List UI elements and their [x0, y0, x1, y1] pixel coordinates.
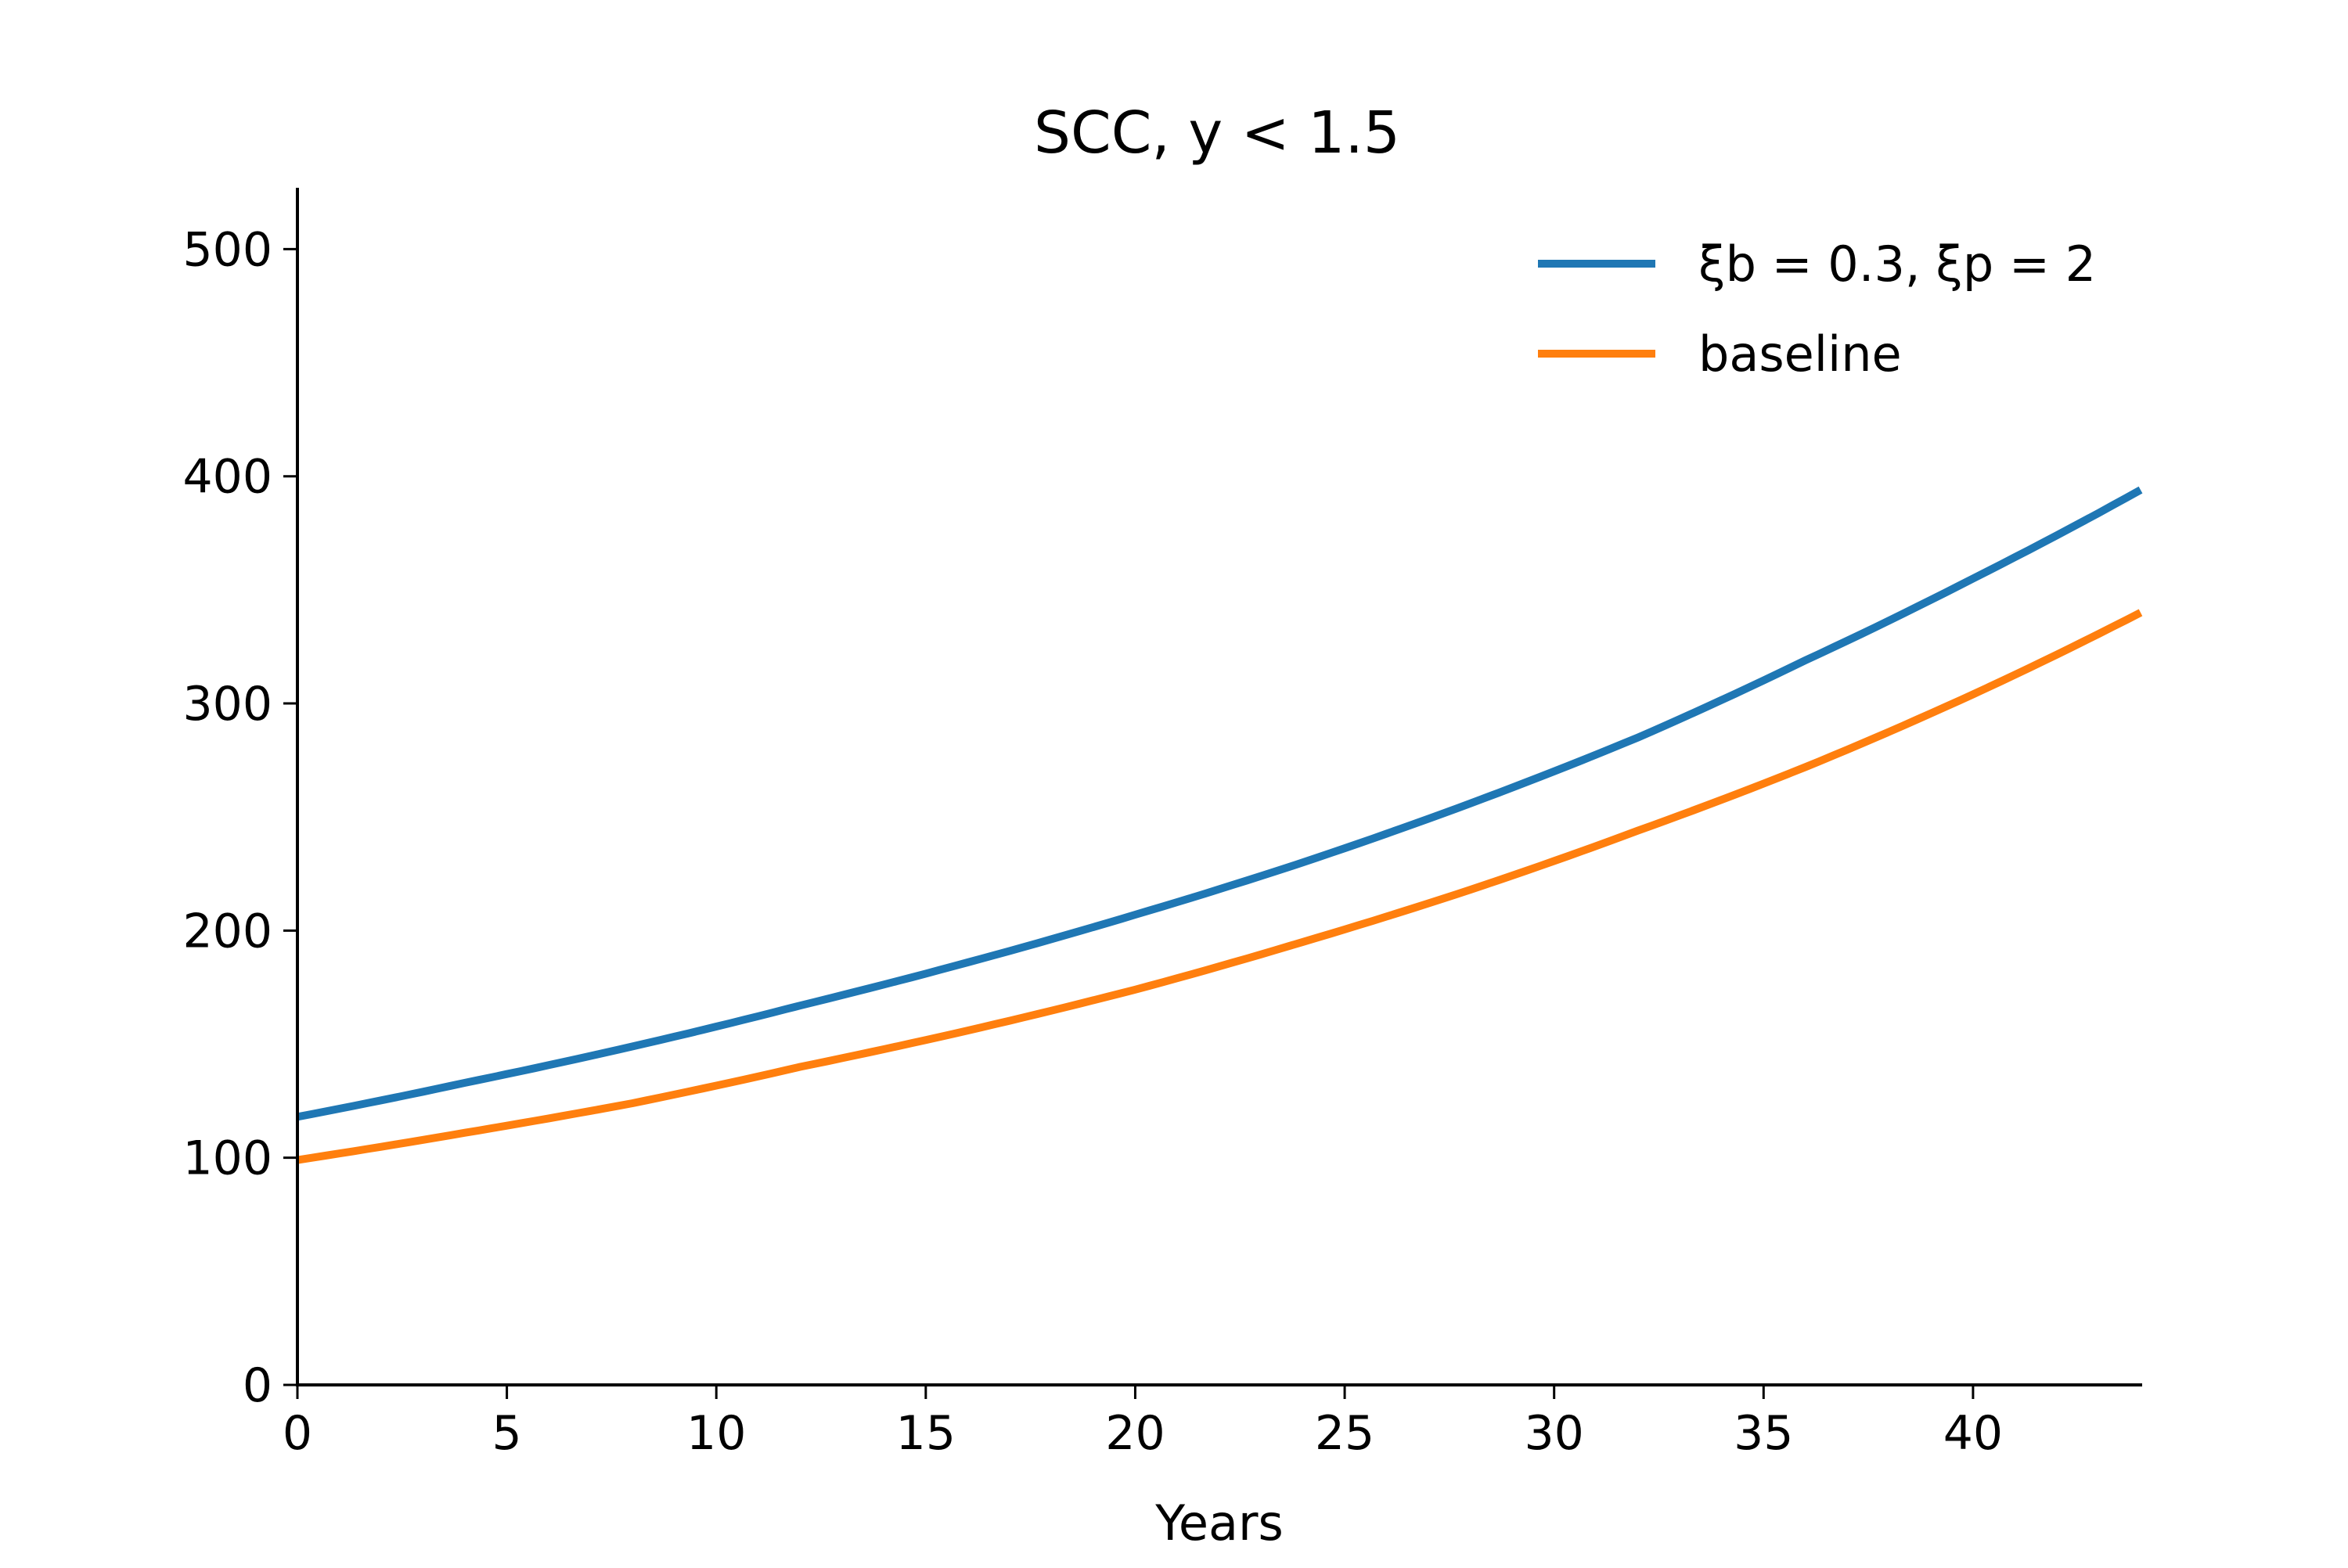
series-layer — [297, 486, 2143, 1164]
y-tick-label-500: 500 — [182, 222, 272, 277]
legend-label-1: baseline — [1698, 325, 1902, 383]
x-tick-label-30: 30 — [1525, 1406, 1584, 1461]
x-tick-label-10: 10 — [686, 1406, 746, 1461]
y-tick-label-100: 100 — [182, 1131, 272, 1186]
legend-label-0: ξb = 0.3, ξp = 2 — [1698, 236, 2096, 293]
y-tick-label-200: 200 — [182, 904, 272, 958]
y-tick-label-400: 400 — [182, 450, 272, 505]
x-tick-label-25: 25 — [1315, 1406, 1374, 1461]
y-ticks: 0 100 200 300 400 500 — [182, 222, 297, 1413]
series-line-1 — [297, 609, 2143, 1164]
chart-title: SCC, y < 1.5 — [1034, 99, 1400, 167]
x-ticks: 0 5 10 15 20 25 30 35 40 — [283, 1385, 2003, 1461]
x-axis-label: Years — [1154, 1494, 1284, 1552]
x-tick-label-35: 35 — [1734, 1406, 1793, 1461]
x-tick-label-20: 20 — [1105, 1406, 1165, 1461]
x-tick-label-40: 40 — [1943, 1406, 2003, 1461]
x-tick-label-5: 5 — [492, 1406, 522, 1461]
series-line-0 — [297, 486, 2143, 1121]
x-tick-label-0: 0 — [283, 1406, 312, 1461]
x-tick-label-15: 15 — [896, 1406, 956, 1461]
y-tick-label-0: 0 — [243, 1358, 272, 1413]
legend: ξb = 0.3, ξp = 2 baseline — [1538, 236, 2096, 383]
y-tick-label-300: 300 — [182, 677, 272, 732]
